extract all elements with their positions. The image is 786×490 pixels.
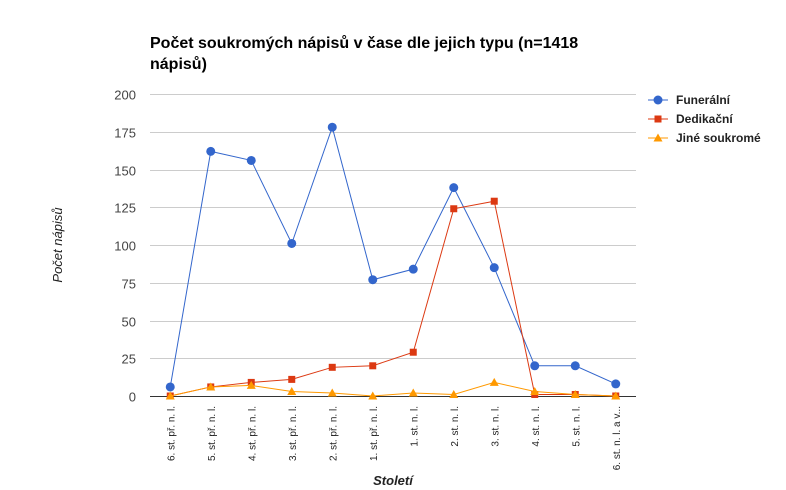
data-point (369, 362, 377, 370)
series-2 (165, 377, 621, 400)
data-point (408, 388, 418, 397)
data-point (206, 146, 216, 156)
y-tick-label: 0 (129, 390, 136, 405)
legend-label: Dedikační (676, 112, 733, 126)
legend-item: Dedikační (648, 112, 733, 126)
legend-label: Jiné soukromé (676, 131, 761, 145)
data-point (489, 263, 499, 273)
data-point (408, 264, 418, 274)
data-point (611, 379, 621, 389)
x-tick-label: 3. st. n. l. (490, 406, 501, 447)
x-tick-label: 4. st. př. n. l. (247, 406, 258, 461)
data-point (611, 391, 621, 400)
x-tick-label: 5. st. n. l. (571, 406, 582, 447)
y-tick-label: 100 (114, 239, 136, 254)
series-line (170, 381, 616, 397)
data-point (530, 386, 540, 395)
y-tick-label: 125 (114, 201, 136, 216)
data-point (328, 363, 336, 371)
legend-label: Funerální (676, 93, 731, 107)
x-tick-label: 2. st. n. l. (450, 406, 461, 447)
data-point (489, 377, 499, 386)
data-point (206, 382, 216, 391)
x-tick-label: 5. st. př. n. l. (207, 406, 218, 461)
series-line (170, 200, 616, 397)
x-tick-label: 3. st. př. n. l. (288, 406, 299, 461)
legend: Funerální Dedikační Jiné soukromé (648, 93, 761, 145)
data-point (165, 391, 175, 400)
data-point (530, 361, 540, 371)
data-point (409, 348, 417, 356)
data-point (570, 389, 580, 398)
x-tick-label: 4. st. n. l. (531, 406, 542, 447)
gridlines (150, 94, 636, 359)
x-tick-label: 6. st. n. l. a v... (612, 406, 623, 470)
x-axis-ticks: 6. st. př. n. l. 5. st. př. n. l. 4. st. p… (166, 406, 623, 470)
series-layer (165, 122, 621, 400)
data-point (327, 122, 337, 132)
data-point (450, 205, 458, 213)
data-point (246, 155, 256, 165)
y-tick-label: 175 (114, 126, 136, 141)
series-1 (166, 197, 620, 400)
legend-marker (653, 133, 663, 142)
series-0 (165, 122, 621, 392)
y-tick-label: 50 (122, 315, 136, 330)
y-tick-label: 75 (122, 277, 136, 292)
data-point (288, 375, 296, 383)
data-point (449, 183, 459, 193)
x-tick-label: 2. st. př. n. l. (328, 406, 339, 461)
y-tick-label: 150 (114, 164, 136, 179)
legend-marker (653, 95, 663, 105)
data-point (570, 361, 580, 371)
data-point (449, 389, 459, 398)
y-tick-label: 200 (114, 88, 136, 103)
data-point (287, 238, 297, 248)
data-point (490, 197, 498, 205)
x-tick-label: 1. st. n. l. (409, 406, 420, 447)
x-axis-title: Století (373, 473, 414, 488)
chart-title: Počet soukromých nápisů v čase dle jejic… (150, 35, 579, 73)
legend-item: Funerální (648, 93, 731, 107)
legend-item: Jiné soukromé (648, 131, 761, 145)
x-tick-label: 6. st. př. n. l. (166, 406, 177, 461)
legend-marker (654, 115, 662, 123)
data-point (368, 391, 378, 400)
series-line (169, 125, 616, 388)
data-point (165, 382, 175, 392)
y-axis-ticks: 0 25 50 75 100 125 150 175 200 (114, 88, 136, 405)
data-point (246, 380, 256, 389)
data-point (327, 388, 337, 397)
data-point (287, 386, 297, 395)
y-tick-label: 25 (122, 352, 136, 367)
y-axis-title: Počet nápisů (50, 207, 65, 282)
data-point (368, 275, 378, 285)
x-tick-label: 1. st. př. n. l. (369, 406, 380, 461)
